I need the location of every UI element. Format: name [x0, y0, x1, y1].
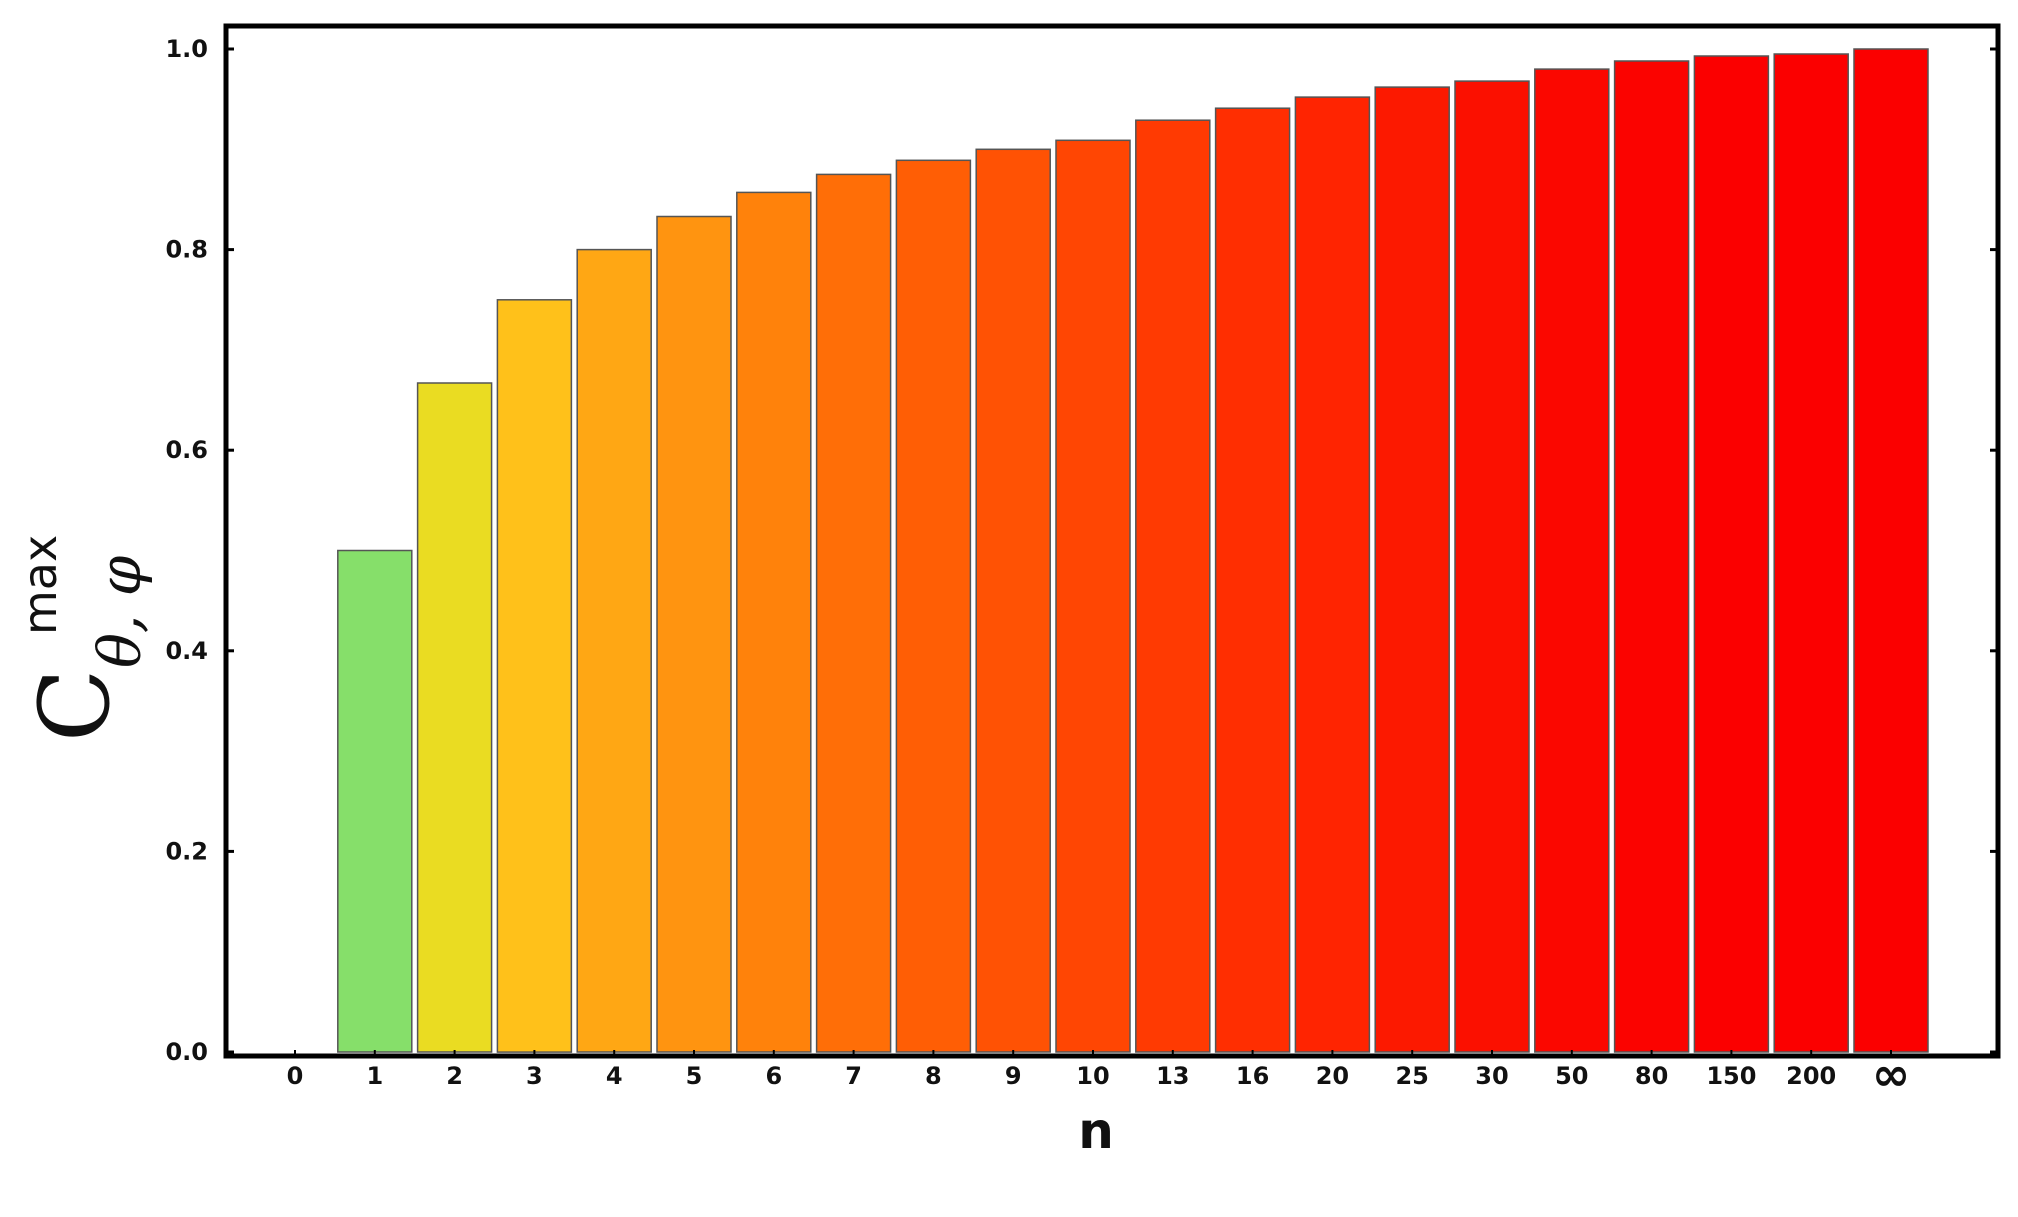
- bar-9: [975, 148, 1051, 1053]
- y-axis-label-superscript: max: [13, 535, 67, 635]
- y-axis-label: C max θ, φ: [13, 535, 154, 742]
- x-tick-label-13: 20: [1316, 1062, 1349, 1090]
- x-tick-label-8: 8: [925, 1062, 942, 1090]
- bar-18: [1693, 55, 1770, 1053]
- bar-3: [496, 299, 573, 1053]
- bar-2: [416, 382, 493, 1053]
- x-axis-label: n: [1078, 1102, 1114, 1160]
- bar-14: [1374, 86, 1450, 1053]
- y-tick-label-0: 0.0: [165, 1038, 208, 1066]
- x-tick-label-18: 150: [1706, 1062, 1756, 1090]
- x-tick-label-7: 7: [845, 1062, 862, 1090]
- x-tick-label-14: 25: [1395, 1062, 1428, 1090]
- y-tick-label-2: 0.4: [165, 637, 208, 665]
- bar-20: [1853, 48, 1929, 1053]
- bars-group: [337, 48, 1929, 1053]
- x-tick-label-19: 200: [1786, 1062, 1836, 1090]
- bar-17: [1613, 60, 1690, 1053]
- x-tick-label-12: 16: [1236, 1062, 1269, 1090]
- x-tick-label-0: 0: [287, 1062, 304, 1090]
- y-tick-label-3: 0.6: [165, 436, 208, 464]
- x-tick-label-9: 9: [1005, 1062, 1022, 1090]
- y-axis-label-subscript: θ, φ: [86, 555, 154, 668]
- bar-8: [895, 159, 972, 1053]
- bar-11: [1135, 119, 1211, 1053]
- x-axis: 0 1 2 3 4 5 6 7 8 9 10 13 16 20 25 30 50 80 150 200 ∞: [287, 1047, 1911, 1101]
- y-tick-label-4: 0.8: [165, 236, 208, 264]
- y-tick-label-1: 0.2: [165, 837, 208, 865]
- bar-12: [1214, 107, 1291, 1053]
- x-tick-label-17: 80: [1635, 1062, 1668, 1090]
- x-tick-label-5: 5: [686, 1062, 703, 1090]
- x-tick-label-4: 4: [606, 1062, 623, 1090]
- x-tick-label-2: 2: [446, 1062, 463, 1090]
- y-axis-label-base: C: [19, 669, 131, 742]
- bar-4: [576, 248, 652, 1053]
- bar-13: [1294, 96, 1371, 1053]
- y-tick-label-5: 1.0: [165, 35, 208, 63]
- plot-frame: [223, 23, 2001, 1059]
- x-tick-label-6: 6: [765, 1062, 782, 1090]
- bar-7: [815, 173, 892, 1053]
- x-tick-label-1: 1: [366, 1062, 383, 1090]
- x-tick-label-11: 13: [1156, 1062, 1189, 1090]
- x-tick-label-3: 3: [526, 1062, 543, 1090]
- x-tick-label-10: 10: [1076, 1062, 1109, 1090]
- bar-6: [736, 191, 812, 1053]
- bar-16: [1534, 68, 1610, 1053]
- y-axis: 0.0 0.2 0.4 0.6 0.8 1.0: [165, 35, 1998, 1066]
- x-tick-label-15: 30: [1475, 1062, 1508, 1090]
- x-tick-label-16: 50: [1555, 1062, 1588, 1090]
- bar-1: [337, 549, 413, 1053]
- bar-15: [1454, 80, 1530, 1053]
- bar-5: [656, 215, 732, 1053]
- bar-10: [1055, 139, 1131, 1053]
- bar-19: [1773, 53, 1849, 1053]
